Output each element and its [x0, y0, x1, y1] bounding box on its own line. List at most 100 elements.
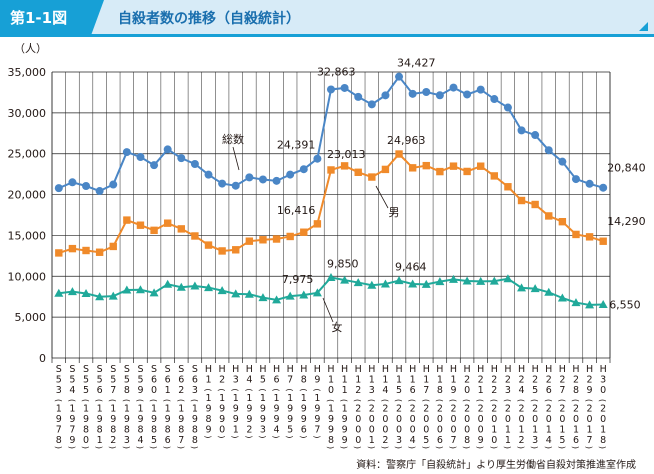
data-point-male [55, 249, 63, 257]
corner-triangle-icon [639, 22, 648, 31]
x-tick-char: 1 [355, 375, 361, 386]
x-tick-char: 7 [56, 425, 62, 436]
data-point-female [585, 300, 595, 309]
x-tick-char: 1 [233, 393, 239, 404]
x-tick-char: ) [231, 435, 240, 438]
data-point-male [109, 242, 117, 251]
x-tick-char: ) [204, 435, 213, 438]
x-tick-char: H [450, 364, 457, 375]
data-point-total [544, 146, 553, 155]
x-tick-char: 1 [328, 404, 334, 415]
data-point-male [436, 167, 444, 176]
data-point-male [449, 162, 458, 170]
data-point-female [231, 289, 241, 298]
x-tick-char: 9 [151, 414, 157, 425]
data-point-total [313, 154, 322, 163]
x-tick-char: ) [299, 435, 308, 438]
x-tick-char: 6 [546, 385, 552, 396]
y-axis-label: （人） [14, 42, 47, 55]
x-tick-char: 1 [97, 404, 103, 415]
x-tick-char: 5 [97, 375, 103, 386]
data-point-total [177, 154, 186, 163]
x-tick-char: ( [462, 399, 471, 402]
x-tick-char: 9 [314, 375, 320, 386]
x-tick-char: 8 [124, 385, 130, 396]
x-tick-char: 9 [246, 414, 252, 425]
x-tick-char: 9 [274, 404, 280, 415]
x-tick-char: 9 [342, 425, 348, 436]
data-point-female [176, 282, 186, 291]
x-tick-char: 6 [165, 375, 171, 386]
data-point-female [571, 298, 581, 307]
data-label: 24,963 [387, 134, 426, 147]
x-tick-char: S [165, 364, 171, 375]
x-tick-char: 0 [519, 414, 525, 425]
x-tick-char: ( [340, 399, 349, 402]
x-tick-char: 9 [137, 385, 143, 396]
data-point-total [490, 95, 499, 104]
x-tick-char: 2 [464, 375, 470, 386]
x-tick-char: H [572, 364, 579, 375]
x-tick-char: 2 [178, 385, 184, 396]
x-tick-char: 0 [355, 425, 361, 436]
x-tick-char: 1 [491, 425, 497, 436]
x-tick-char: ) [476, 446, 485, 449]
x-tick-char: 0 [532, 414, 538, 425]
x-tick-char: ( [557, 399, 566, 402]
x-tick-char: 6 [437, 435, 443, 446]
x-tick-char: 7 [69, 425, 75, 436]
x-tick-char: 7 [559, 385, 565, 396]
x-tick-char: ) [462, 446, 471, 449]
x-tick-char: ( [272, 388, 281, 391]
x-tick-char: 8 [97, 425, 103, 436]
figure-header: 第1-1図 自殺者数の推移（自殺統計） [0, 0, 654, 38]
data-point-female [122, 285, 132, 294]
x-tick-char: 2 [491, 385, 497, 396]
data-point-total [286, 170, 295, 179]
x-tick-char: 9 [178, 414, 184, 425]
x-tick-char: 4 [382, 385, 388, 396]
data-point-female [258, 293, 268, 302]
data-point-female [190, 281, 200, 290]
data-point-male [422, 161, 430, 170]
x-tick-char: 9 [219, 414, 225, 425]
x-tick-char: ) [585, 446, 594, 449]
x-tick-char: 0 [410, 414, 416, 425]
x-tick-char: ) [503, 446, 512, 449]
data-point-female [476, 276, 486, 285]
x-tick-char: 2 [464, 404, 470, 415]
x-tick-char: 0 [151, 385, 157, 396]
data-point-total [299, 165, 308, 174]
x-tick-char: ( [380, 399, 389, 402]
x-tick-char: 3 [396, 435, 402, 446]
x-tick-char: 2 [382, 435, 388, 446]
x-tick-char: ( [244, 388, 253, 391]
data-label: 20,840 [607, 162, 646, 175]
x-tick-char: 7 [423, 385, 429, 396]
x-tick-char: 2 [546, 375, 552, 386]
x-tick-char: 9 [83, 414, 89, 425]
x-tick-char: 4 [274, 425, 280, 436]
x-tick-char: 9 [56, 414, 62, 425]
x-tick-char: 9 [233, 404, 239, 415]
x-tick-char: 0 [600, 385, 606, 396]
x-tick-char: 2 [478, 375, 484, 386]
x-tick-char: 1 [233, 425, 239, 436]
x-tick-char: 2 [437, 404, 443, 415]
x-tick-char: 6 [301, 425, 307, 436]
data-point-total [476, 85, 485, 94]
data-point-total [585, 179, 594, 188]
x-tick-char: 6 [165, 435, 171, 446]
x-tick-char: H [545, 364, 552, 375]
x-tick-char: H [532, 364, 539, 375]
data-point-total [395, 72, 404, 81]
x-tick-char: 9 [450, 385, 456, 396]
